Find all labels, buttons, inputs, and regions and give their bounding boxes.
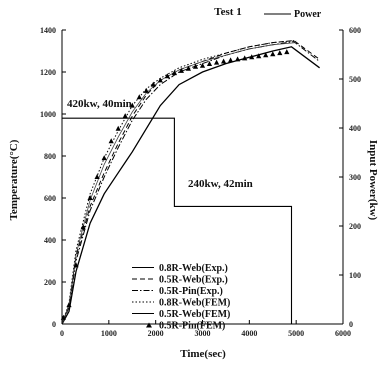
- series-point-0-5r-pin-fem: [192, 63, 199, 69]
- series-point-0-5r-pin-fem: [242, 55, 248, 61]
- legend-marker: [146, 322, 152, 328]
- y-axis-label-left: Temperature(°C): [8, 139, 20, 220]
- y-tick-label-left: 400: [44, 236, 56, 245]
- series-point-0-5r-pin-fem: [171, 70, 177, 76]
- y-tick-label-left: 600: [44, 194, 56, 203]
- y-tick-label-left: 1400: [40, 26, 56, 35]
- series-point-0-5r-pin-fem: [150, 81, 156, 87]
- annotation-240kw: 240kw, 42min: [188, 178, 253, 190]
- series-point-0-5r-pin-fem: [136, 94, 142, 100]
- x-tick-label: 6000: [335, 329, 351, 338]
- series-line-1: [61, 39, 320, 325]
- y-tick-label-right: 100: [349, 271, 361, 280]
- y-tick-label-left: 1200: [40, 68, 56, 77]
- series-point-0-5r-pin-fem: [94, 174, 100, 179]
- x-tick-label: 1000: [101, 329, 117, 338]
- y-tick-label-right: 200: [349, 222, 361, 231]
- y-tick-label-right: 500: [349, 75, 361, 84]
- series-point-0-5r-pin-fem: [199, 62, 206, 68]
- series-point-0-5r-pin-fem: [214, 59, 220, 65]
- series-point-0-5r-pin-fem: [157, 77, 163, 83]
- y-axis-label-right: Input Power(kw): [367, 140, 379, 221]
- series-point-0-5r-pin-fem: [221, 58, 227, 64]
- legend: 0.8R-Web(Exp.)0.5R-Web(Exp.)0.5R-Pin(Exp…: [132, 263, 230, 332]
- x-tick-label: 2000: [148, 329, 164, 338]
- y-tick-label-left: 0: [52, 320, 56, 329]
- legend-label: 0.5R-Web(FEM): [159, 309, 230, 320]
- x-tick-label: 0: [60, 329, 64, 338]
- series-point-0-5r-pin-fem: [284, 49, 290, 55]
- annotation-420kw: 420kw, 40min: [67, 98, 132, 110]
- series-point-0-5r-pin-fem: [66, 302, 72, 308]
- series-point-0-5r-pin-fem: [115, 125, 121, 131]
- legend-label: 0.5R-Pin(FEM): [159, 321, 225, 332]
- legend-label: 0.8R-Web(Exp.): [159, 263, 228, 274]
- legend-label: 0.5R-Web(Exp.): [159, 275, 228, 286]
- series-point-0-5r-pin-fem: [87, 195, 93, 200]
- series-point-0-5r-pin-fem: [277, 50, 283, 56]
- series-point-0-5r-pin-fem: [101, 155, 107, 161]
- series-point-0-5r-pin-fem: [228, 57, 234, 63]
- series-point-0-5r-pin-fem: [108, 138, 114, 144]
- x-tick-label: 3000: [195, 329, 211, 338]
- y-tick-label-right: 600: [349, 26, 361, 35]
- series-point-0-5r-pin-fem: [185, 65, 191, 71]
- series-point-0-5r-pin-fem: [143, 87, 149, 93]
- series-point-0-5r-pin-fem: [80, 224, 86, 230]
- y-tick-label-right: 400: [349, 124, 361, 133]
- series-point-0-5r-pin-fem: [164, 73, 170, 79]
- series-line-4: [61, 42, 297, 325]
- y-tick-label-right: 0: [349, 320, 353, 329]
- legend-label: 0.8R-Web(FEM): [159, 298, 230, 309]
- power-legend-label: Power: [294, 9, 322, 20]
- series-point-0-5r-pin-fem: [73, 262, 79, 268]
- x-tick-label: 4000: [241, 329, 257, 338]
- series-point-0-5r-pin-fem: [129, 102, 135, 108]
- x-tick-label: 5000: [288, 329, 304, 338]
- series-point-0-5r-pin-fem: [178, 67, 184, 73]
- y-tick-label-left: 1000: [40, 110, 56, 119]
- series-line-0: [61, 46, 320, 325]
- y-tick-label-left: 800: [44, 152, 56, 161]
- y-tick-label-right: 300: [349, 173, 361, 182]
- x-axis-label: Time(sec): [180, 348, 226, 360]
- series-point-0-5r-pin-fem: [122, 113, 128, 119]
- chart-title: Test 1: [214, 6, 241, 18]
- series-point-0-5r-pin-fem: [256, 53, 262, 59]
- series-point-0-5r-pin-fem: [206, 61, 213, 66]
- ticks: 0 1000 2000 3000 4000 5000 6000020040060080010…: [40, 26, 361, 338]
- series-point-0-5r-pin-fem: [263, 52, 269, 58]
- series-point-0-5r-pin-fem: [249, 54, 255, 60]
- y-tick-label-left: 200: [44, 278, 56, 287]
- series-point-0-5r-pin-fem: [270, 51, 276, 57]
- legend-label: 0.5R-Pin(Exp.): [159, 286, 223, 297]
- series-point-0-5r-pin-fem: [235, 56, 241, 62]
